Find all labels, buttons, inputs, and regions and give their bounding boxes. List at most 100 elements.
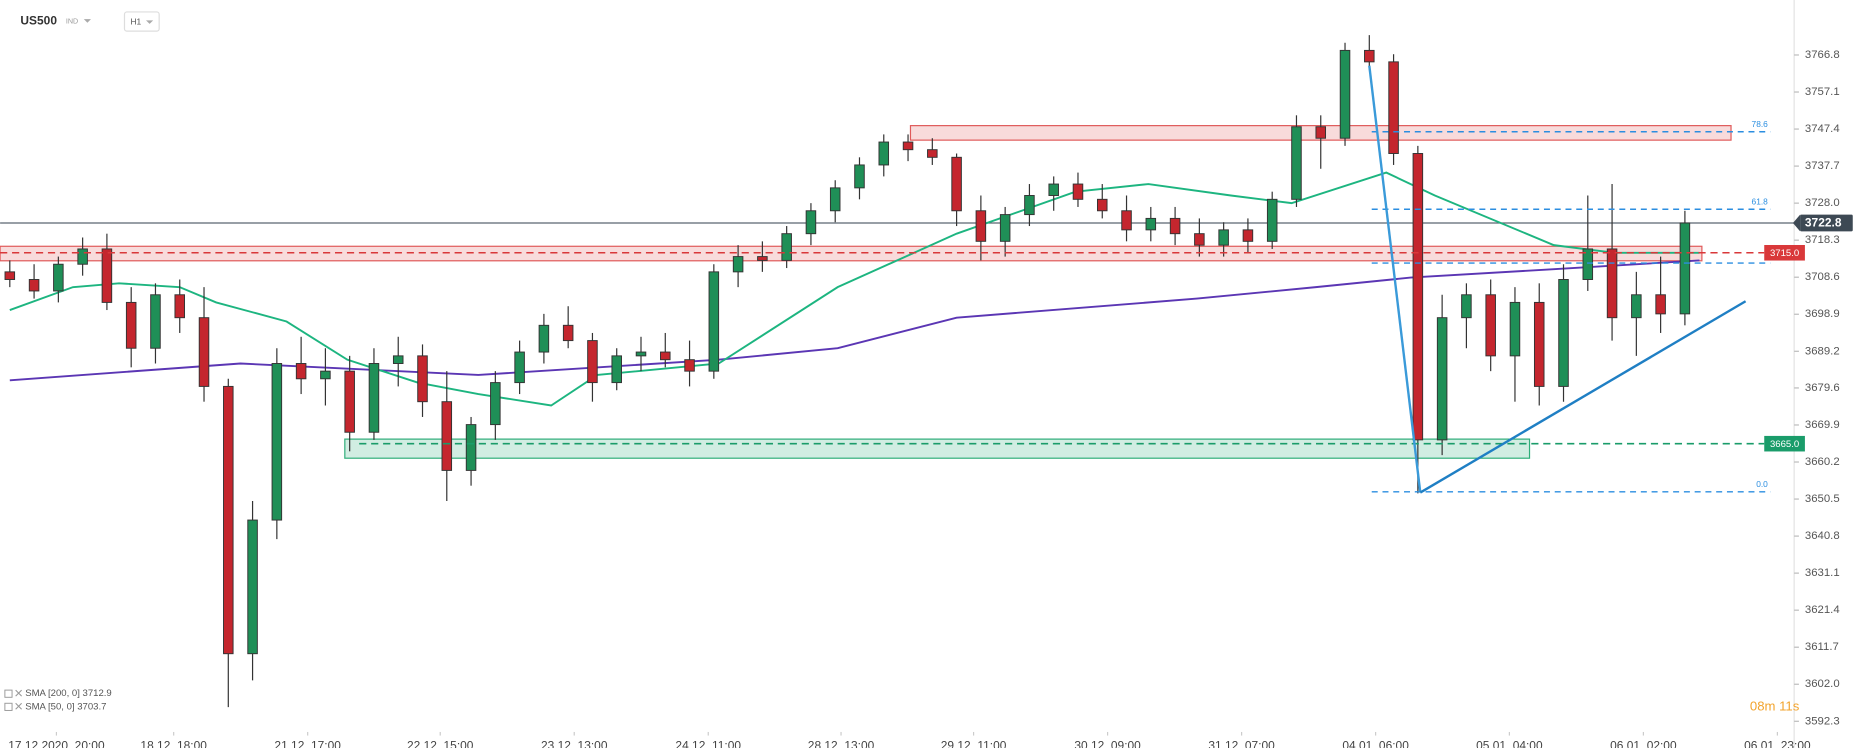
- x-tick-label: 23.12 13:00: [541, 738, 608, 748]
- candle-body: [927, 149, 938, 158]
- candle-body: [1679, 222, 1691, 315]
- last-price-pointer: [1792, 214, 1801, 232]
- x-tick-label: 22.12 15:00: [407, 738, 474, 748]
- candle-body: [757, 256, 768, 261]
- candle-body: [514, 351, 525, 384]
- candle-body: [271, 363, 283, 521]
- candle-body: [1048, 183, 1059, 196]
- y-tick-label: 3592.3: [1805, 715, 1840, 727]
- x-tick-label: 24.12 11:00: [675, 738, 741, 748]
- interval-selector[interactable]: [123, 11, 160, 32]
- fib-ratio: 61.8: [1752, 196, 1769, 206]
- y-tick-label: 3757.1: [1805, 86, 1840, 98]
- candle-body: [1388, 61, 1399, 154]
- candle-body: [368, 363, 380, 433]
- candle-body: [684, 359, 695, 372]
- candle-body: [1145, 217, 1157, 231]
- level-label-box: [1764, 244, 1805, 261]
- y-tick-label: 3737.7: [1805, 160, 1840, 172]
- dropdown-arrow: [146, 20, 154, 24]
- candle-body: [77, 248, 88, 265]
- candle-body: [1364, 49, 1375, 63]
- candle-body: [1169, 217, 1181, 235]
- candle-body: [1606, 248, 1618, 319]
- level-label-box: [1764, 435, 1805, 452]
- y-tick-label: 3766.8: [1805, 49, 1840, 61]
- candle-body: [223, 385, 234, 655]
- x-tick-label: 29.12 11:00: [941, 738, 1007, 748]
- x-tick-label: 18.12 18:00: [140, 738, 207, 748]
- candle-body: [999, 214, 1011, 242]
- candle-body: [562, 324, 574, 342]
- candle-body: [4, 271, 16, 280]
- candle-body: [1582, 248, 1594, 280]
- y-tick-label: 3747.4: [1805, 123, 1840, 135]
- candle-body: [174, 294, 186, 319]
- candle-body: [1121, 210, 1132, 231]
- candle-body: [1194, 233, 1205, 246]
- x-tick-label: 06.01 02:00: [1610, 738, 1677, 748]
- x-tick-label: 28.12 13:00: [808, 738, 875, 748]
- market: IND: [66, 17, 78, 25]
- x-tick-label: 30.12 09:00: [1074, 738, 1141, 748]
- trend-line: [1368, 65, 1422, 493]
- candle-body: [295, 363, 307, 380]
- y-tick-label: 3718.3: [1805, 234, 1840, 246]
- candle-body: [1631, 294, 1642, 319]
- candle-body: [902, 141, 914, 151]
- candle-body: [320, 370, 331, 380]
- level-label: 3715.0: [1770, 248, 1799, 259]
- candle-body: [101, 248, 113, 303]
- candle-body: [829, 187, 841, 212]
- candle-body: [732, 256, 744, 273]
- candle-body: [854, 164, 865, 189]
- y-tick-label: 3650.5: [1805, 493, 1840, 505]
- symbol: US500: [20, 14, 57, 28]
- legend-icon[interactable]: [4, 689, 13, 698]
- level-label: 3665.0: [1770, 439, 1799, 450]
- y-tick-label: 3728.0: [1805, 197, 1840, 209]
- y-tick-label: 3602.0: [1805, 678, 1840, 690]
- y-tick-label: 3698.9: [1805, 308, 1840, 320]
- candle-body: [28, 279, 40, 292]
- candle-body: [1339, 49, 1351, 139]
- candle-body: [1024, 195, 1035, 216]
- candle-body: [1655, 294, 1666, 315]
- trend-line: [1419, 300, 1747, 494]
- legend-remove[interactable]: [15, 689, 23, 697]
- x-tick-label: 05.01 04:00: [1476, 738, 1543, 748]
- candle-body: [1291, 126, 1302, 200]
- candle-body: [1485, 294, 1496, 357]
- candle-body: [708, 271, 720, 372]
- candle-body: [1509, 301, 1521, 357]
- candle-body: [344, 370, 355, 433]
- candle-body: [660, 351, 671, 361]
- candle-body: [392, 355, 404, 364]
- candle-body: [878, 141, 890, 166]
- last-price-box: [1800, 214, 1853, 232]
- candle-body: [53, 263, 64, 292]
- candle-body: [1266, 198, 1278, 242]
- candle-body: [417, 355, 428, 403]
- candle-body: [198, 317, 210, 387]
- legend-remove[interactable]: [15, 702, 23, 710]
- y-tick-label: 3631.1: [1805, 567, 1840, 579]
- candle-body: [1533, 301, 1545, 387]
- candle-body: [441, 401, 453, 471]
- fib-ratio: 78.6: [1752, 119, 1769, 129]
- y-tick-label: 3708.6: [1805, 271, 1840, 283]
- candle-body: [781, 233, 792, 261]
- candle-body: [150, 294, 161, 349]
- dropdown-arrow[interactable]: [83, 19, 91, 23]
- candle-body: [465, 424, 477, 471]
- candle-body: [975, 210, 987, 242]
- fib-ratio: 0.0: [1756, 479, 1768, 489]
- candle-body: [1218, 229, 1229, 246]
- interval: H1: [130, 16, 141, 26]
- candle-body: [1412, 153, 1424, 441]
- candle-body: [587, 340, 598, 384]
- candle-body: [1558, 279, 1569, 387]
- legend-icon[interactable]: [4, 702, 13, 711]
- candle-body: [951, 156, 962, 212]
